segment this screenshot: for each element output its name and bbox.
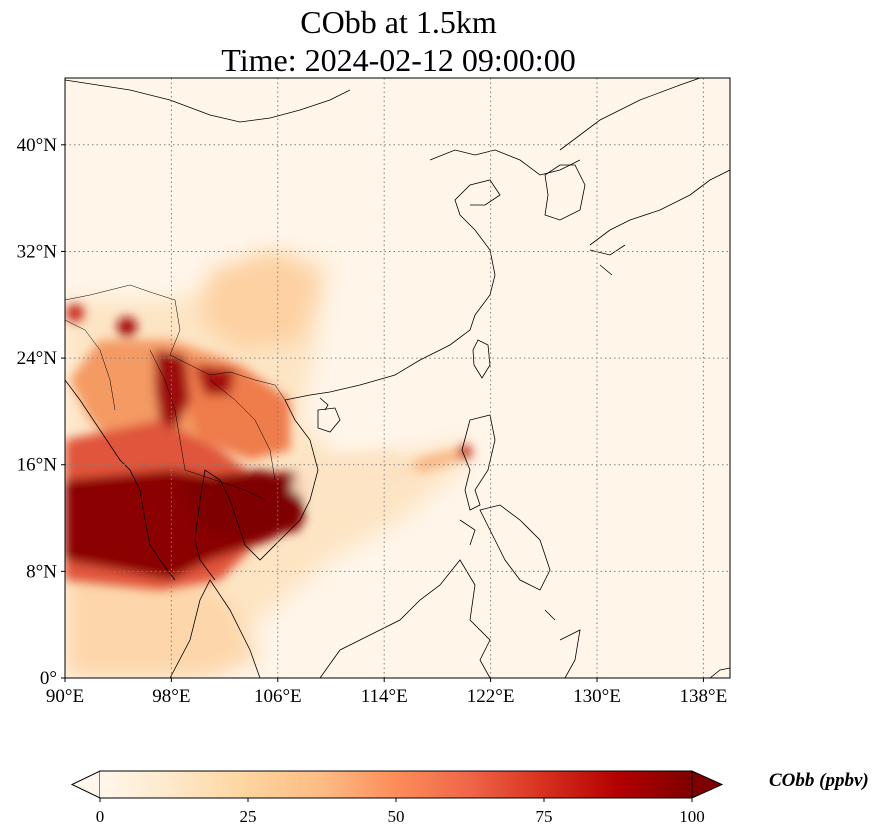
y-tick-label: 32°N [17, 241, 58, 262]
colorbar-ticks: 0 25 50 75 100 [96, 798, 705, 826]
hotspot-northwest [66, 304, 84, 322]
x-tick-label: 90°E [46, 686, 84, 707]
hainan-coastline [317, 407, 341, 433]
new-guinea-edge [709, 667, 730, 678]
map-title-line1: CObb at 1.5km [300, 4, 497, 40]
y-tick-label: 0° [40, 668, 57, 689]
myanmar-coastline [65, 379, 176, 581]
x-tick-label: 138°E [680, 686, 728, 707]
russia-border [65, 78, 701, 151]
taiwan-coastline [472, 339, 491, 379]
x-tick-label: 106°E [254, 686, 302, 707]
colorbar-gradient [100, 771, 692, 798]
china-southwest-border [65, 284, 286, 401]
colorbar-tick-label: 100 [679, 807, 705, 826]
thailand-cambodia-border [184, 469, 266, 501]
coastlines [65, 78, 730, 678]
bohai-coastline [454, 179, 501, 216]
colorbar-tick-label: 50 [388, 807, 405, 826]
y-axis: 0° 8°N 16°N 24°N 32°N 40°N [17, 135, 65, 689]
colorbar-extend-low [70, 770, 101, 799]
philippines-south-coastline [459, 504, 551, 591]
map-title-line2: Time: 2024-02-12 09:00:00 [221, 42, 576, 78]
plume-light-south [65, 560, 260, 678]
china-north-coastline [429, 149, 581, 176]
colorbar-label: CObb (ppbv) [769, 770, 869, 791]
sulawesi-coastline [544, 609, 581, 678]
hotspot-luzon [458, 445, 472, 459]
colorbar-tick-label: 75 [536, 807, 553, 826]
myanmar-laos-border [149, 349, 186, 471]
y-tick-label: 8°N [26, 561, 57, 582]
luzon-coastline [461, 414, 496, 511]
leizhou-peninsula [319, 397, 329, 411]
y-tick-label: 40°N [17, 135, 58, 156]
indochina-coastline [194, 399, 319, 581]
sumatra-malay-coastline [169, 579, 261, 678]
gridlines [65, 78, 730, 678]
colorbar-extend-high [691, 770, 724, 799]
x-tick-label: 98°E [152, 686, 190, 707]
plume-dark-core-2 [180, 470, 305, 540]
india-myanmar-border [65, 319, 116, 411]
colorbar: 0 25 50 75 100 CObb (ppbv) [70, 770, 869, 826]
colorbar-tick-label: 25 [240, 807, 257, 826]
colorbar-tick-label: 0 [96, 807, 105, 826]
x-tick-label: 130°E [573, 686, 621, 707]
borneo-coastline [319, 559, 491, 678]
y-tick-label: 24°N [17, 348, 58, 369]
y-tick-label: 16°N [17, 455, 58, 476]
hotspot-yunnan [117, 317, 137, 337]
x-tick-label: 114°E [361, 686, 408, 707]
x-axis: 90°E 98°E 106°E 114°E 122°E 130°E 138°E [46, 678, 727, 707]
country-borders [65, 284, 286, 501]
plot-frame [64, 77, 731, 679]
korea-coastline [544, 164, 586, 221]
plume-light-north [200, 250, 320, 350]
x-tick-label: 122°E [467, 686, 515, 707]
plume-dark-myanmar-1 [155, 350, 190, 430]
plume-medium-laos [170, 360, 290, 460]
concentration-field [65, 250, 472, 678]
laos-vietnam-border [209, 379, 276, 481]
